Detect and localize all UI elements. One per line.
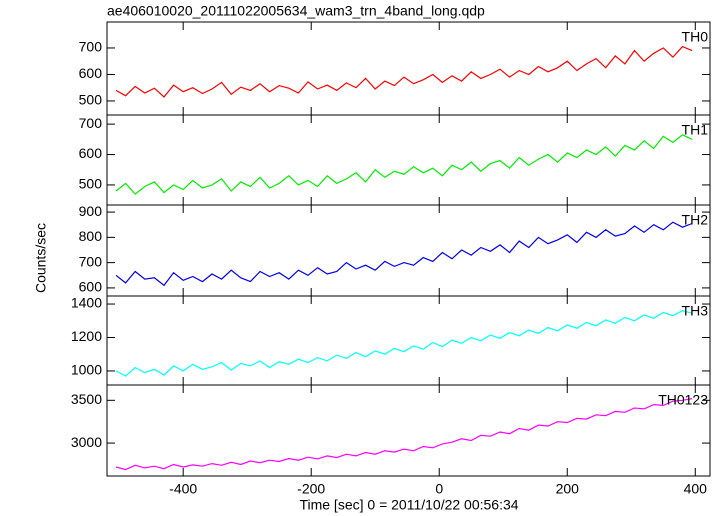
- data-line: [115, 134, 693, 195]
- y-tick-label: 1400: [71, 295, 102, 311]
- y-tick-label: 500: [79, 92, 103, 108]
- panel-label: TH1: [682, 122, 709, 138]
- panel-label: TH3: [682, 303, 709, 319]
- x-tick-label: -200: [297, 481, 325, 497]
- panel-frame: [106, 384, 711, 477]
- panel-frame: [106, 295, 711, 386]
- panel-frame: [106, 204, 711, 297]
- x-tick-label: -400: [169, 481, 197, 497]
- y-tick-label: 3000: [71, 434, 102, 450]
- panel-label: TH0123: [658, 392, 708, 408]
- y-tick-label: 800: [79, 228, 103, 244]
- x-tick-label: 0: [435, 481, 443, 497]
- chart-title: ae406010020_20111022005634_wam3_trn_4ban…: [107, 3, 485, 19]
- y-tick-label: 900: [79, 203, 103, 219]
- y-tick-label: 600: [79, 65, 103, 81]
- y-axis-label: Counts/sec: [33, 223, 49, 293]
- y-tick-label: 600: [79, 279, 103, 295]
- y-tick-label: 600: [79, 145, 103, 161]
- panel-label: TH0: [682, 29, 709, 45]
- data-line: [115, 45, 693, 98]
- y-tick-label: 700: [79, 115, 103, 131]
- x-axis-label: Time [sec] 0 = 2011/10/22 00:56:34: [299, 497, 518, 513]
- panel-frame: [106, 21, 711, 116]
- y-tick-label: 700: [79, 253, 103, 269]
- data-line: [115, 310, 693, 377]
- x-tick-label: 400: [684, 481, 708, 497]
- panel-frame: [106, 114, 711, 206]
- y-tick-label: 1200: [71, 328, 102, 344]
- x-tick-label: 200: [556, 481, 580, 497]
- data-line: [115, 221, 693, 287]
- panel-label: TH2: [682, 212, 709, 228]
- y-tick-label: 700: [79, 39, 103, 55]
- y-tick-label: 1000: [71, 362, 102, 378]
- y-tick-label: 3500: [71, 391, 102, 407]
- y-tick-label: 500: [79, 176, 103, 192]
- data-line: [115, 398, 693, 471]
